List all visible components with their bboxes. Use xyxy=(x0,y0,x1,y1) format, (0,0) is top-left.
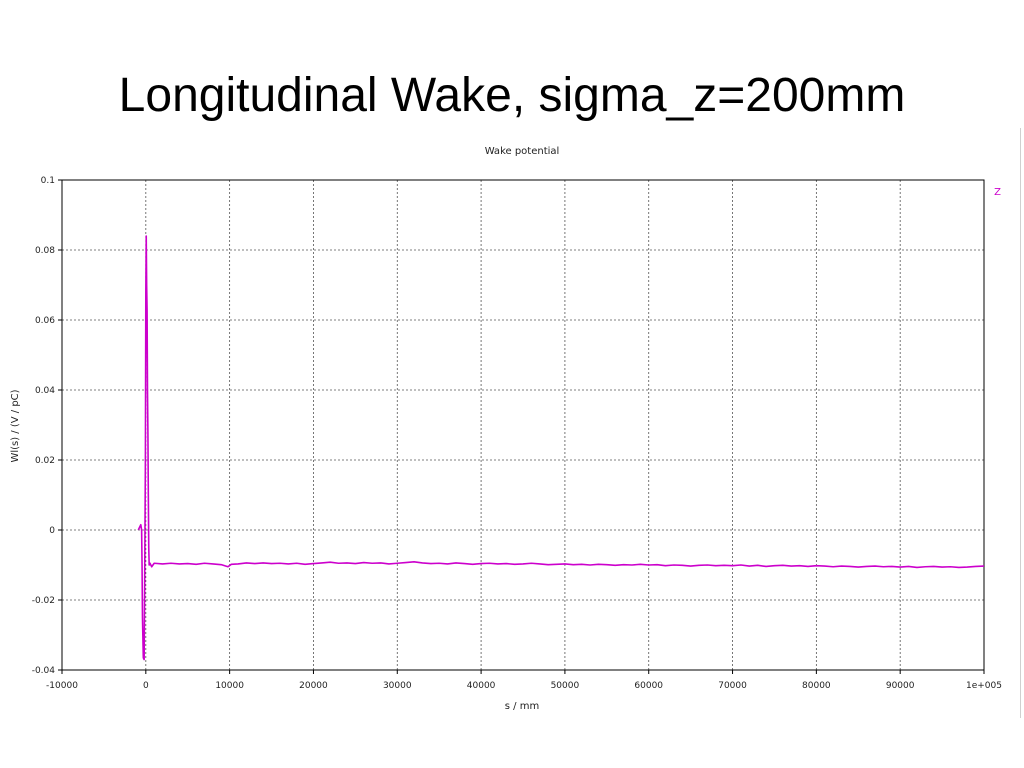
plot-area-frame xyxy=(61,179,985,671)
x-axis-label: s / mm xyxy=(505,701,539,712)
tick-layer: -10000 0 10000 20000 30000 40000 50000 60000 700… xyxy=(32,176,1002,691)
y-axis-label: Wl(s) / (V / pC) xyxy=(10,389,21,462)
x-tick-label: 50000 xyxy=(551,681,580,691)
panel-edge-divider xyxy=(1020,128,1021,718)
x-tick-label: 70000 xyxy=(718,681,747,691)
series-line-z xyxy=(137,235,985,661)
y-tick-label: -0.04 xyxy=(32,666,56,676)
x-tick-label: 1e+005 xyxy=(966,681,1002,691)
y-tick-label: 0.04 xyxy=(35,386,55,396)
x-tick-label: 80000 xyxy=(802,681,831,691)
grid-layer xyxy=(62,180,984,670)
x-tick-label: 60000 xyxy=(634,681,663,691)
series-layer xyxy=(137,235,985,661)
x-tick-label: 10000 xyxy=(215,681,244,691)
slide-title: Longitudinal Wake, sigma_z=200mm xyxy=(118,69,906,122)
y-tick-label: 0.08 xyxy=(35,246,55,256)
y-tick-label: -0.02 xyxy=(32,596,55,606)
y-tick-label: 0.06 xyxy=(35,316,55,326)
y-tick-label: 0.02 xyxy=(35,456,55,466)
y-tick-label: 0.1 xyxy=(41,176,55,186)
x-tick-label: 30000 xyxy=(383,681,412,691)
x-tick-label: 40000 xyxy=(467,681,496,691)
x-tick-label: 20000 xyxy=(299,681,328,691)
chart-title: Wake potential xyxy=(485,146,560,157)
legend-entry: Z xyxy=(994,187,1001,198)
legend: Z xyxy=(994,187,1001,198)
x-tick-label: 90000 xyxy=(886,681,915,691)
x-tick-label: -10000 xyxy=(46,681,78,691)
x-tick-label: 0 xyxy=(143,681,149,691)
y-tick-label: 0 xyxy=(49,526,55,536)
